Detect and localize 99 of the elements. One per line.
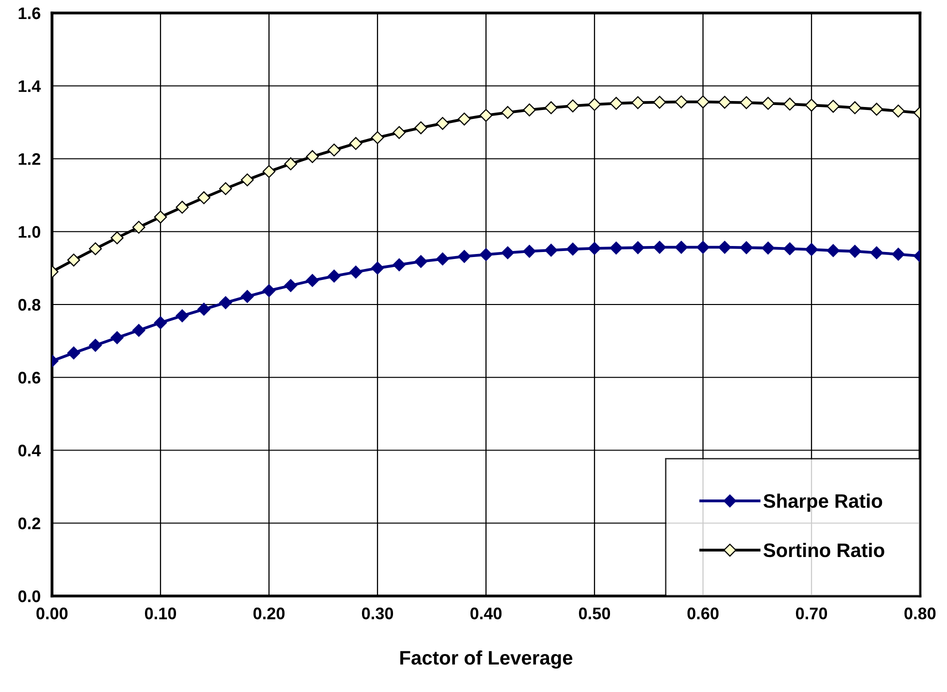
point <box>480 248 492 262</box>
point <box>154 210 167 224</box>
point <box>219 296 232 310</box>
legend-label: Sharpe Ratio <box>764 494 882 512</box>
point <box>826 244 840 258</box>
point <box>132 324 146 337</box>
point <box>67 254 80 266</box>
point <box>88 242 102 256</box>
point <box>328 144 341 156</box>
x-tick-label: 0.20 <box>253 608 285 620</box>
point <box>501 246 514 260</box>
x-tick-label: 0.70 <box>796 608 828 620</box>
point <box>740 96 753 110</box>
point <box>653 96 666 109</box>
point <box>436 252 450 266</box>
x-tick-label: 0.30 <box>362 608 394 620</box>
point <box>870 102 884 116</box>
x-tick-label: 0.50 <box>578 608 610 620</box>
point <box>371 262 384 275</box>
point <box>566 242 580 256</box>
point <box>110 231 124 244</box>
point <box>392 126 406 139</box>
y-tick-label: 0.8 <box>18 298 40 311</box>
legend-label: Sortino Ratio <box>764 542 884 558</box>
point <box>306 150 319 164</box>
point <box>414 121 428 134</box>
point <box>306 274 319 287</box>
point <box>674 95 688 108</box>
point <box>762 242 775 254</box>
point <box>522 103 536 116</box>
point <box>610 96 623 110</box>
point <box>522 244 536 258</box>
point <box>826 100 840 113</box>
point <box>870 246 884 260</box>
point <box>349 266 362 279</box>
point <box>414 255 428 268</box>
point <box>544 244 558 257</box>
point <box>566 99 580 112</box>
x-tick-label: 0.40 <box>470 608 502 620</box>
y-tick-label: 0.6 <box>18 372 40 384</box>
point <box>805 243 818 256</box>
x-tick-label: 0.60 <box>687 608 719 620</box>
y-tick-label: 0.4 <box>18 444 41 456</box>
point <box>544 101 558 114</box>
point <box>588 242 601 255</box>
point <box>610 242 623 254</box>
point <box>67 346 80 360</box>
point <box>892 104 905 118</box>
point <box>176 309 189 322</box>
point <box>501 106 514 119</box>
y-tick-label: 1.6 <box>18 7 40 20</box>
point <box>588 98 601 111</box>
point <box>718 240 732 254</box>
point <box>328 270 341 283</box>
y-tick-label: 0.2 <box>18 518 40 530</box>
point <box>783 242 796 256</box>
point <box>631 241 644 254</box>
point <box>197 302 210 316</box>
point <box>458 112 471 126</box>
point <box>240 290 254 303</box>
point <box>349 137 362 150</box>
point <box>132 220 146 234</box>
point <box>783 98 796 111</box>
x-axis-title: Factor of Leverage <box>400 650 572 669</box>
point <box>740 241 753 254</box>
point <box>284 279 298 292</box>
point <box>805 98 818 112</box>
point <box>718 96 732 109</box>
point <box>892 248 905 261</box>
x-tick-label: 0.80 <box>904 608 936 620</box>
x-tick-label: 0.10 <box>144 608 176 620</box>
y-tick-label: 1.2 <box>18 153 40 165</box>
point <box>631 96 644 110</box>
point <box>284 157 298 170</box>
point <box>371 131 384 144</box>
point <box>674 240 688 254</box>
point <box>197 191 210 204</box>
point <box>219 182 232 196</box>
point <box>696 95 710 108</box>
point <box>480 108 492 122</box>
point <box>262 165 276 178</box>
y-tick-label: 0.0 <box>18 590 40 602</box>
point <box>176 200 189 214</box>
point <box>458 250 471 263</box>
point <box>110 331 124 344</box>
x-tick-label: 0.00 <box>36 608 68 620</box>
y-tick-label: 1.0 <box>18 226 40 238</box>
point <box>696 240 710 254</box>
point <box>653 240 666 254</box>
point <box>240 173 254 186</box>
point <box>436 116 450 130</box>
point <box>154 316 167 330</box>
point <box>88 338 102 352</box>
point <box>848 244 862 258</box>
point <box>392 258 406 272</box>
point <box>762 96 775 110</box>
y-tick-label: 1.4 <box>18 80 41 92</box>
point <box>262 284 276 298</box>
point <box>848 101 862 114</box>
